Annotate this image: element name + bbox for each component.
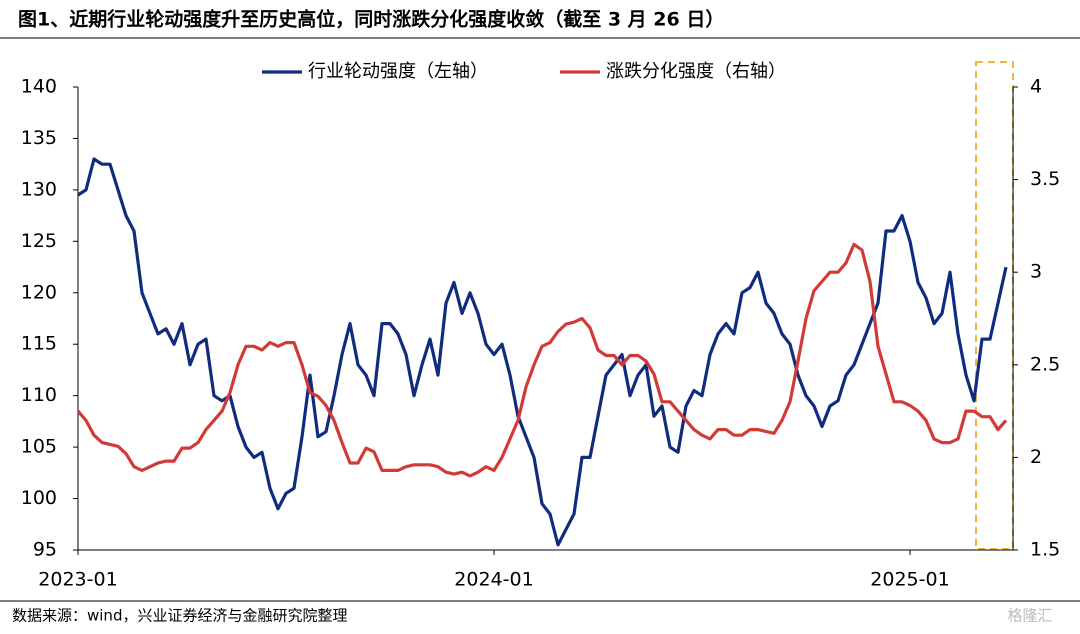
y-tick-label: 135 (21, 127, 57, 149)
series-line (76, 242, 1008, 478)
y-tick-label: 105 (21, 436, 57, 458)
y2-tick-label: 3 (1030, 261, 1042, 283)
watermark: 格隆汇 (1007, 607, 1052, 625)
series-line (77, 157, 1008, 547)
y-tick-label: 125 (21, 230, 57, 252)
legend-label: 行业轮动强度（左轴） (308, 61, 488, 82)
y2-tick-label: 1.5 (1030, 539, 1060, 561)
y-tick-label: 140 (21, 76, 57, 98)
y-tick-label: 115 (21, 333, 57, 355)
x-tick-label: 2024-01 (454, 569, 533, 591)
y2-tick-label: 3.5 (1030, 168, 1060, 190)
legend-label: 涨跌分化强度（右轴） (606, 61, 786, 82)
y-tick-label: 110 (21, 384, 57, 406)
y-tick-label: 100 (21, 487, 57, 509)
y-tick-label: 95 (33, 539, 57, 561)
y2-tick-label: 4 (1030, 76, 1042, 98)
source-note: 数据来源：wind，兴业证券经济与金融研究院整理 (12, 607, 347, 625)
x-tick-label: 2023-01 (38, 569, 117, 591)
highlight-box (975, 61, 1014, 550)
x-tick-label: 2025-01 (870, 569, 949, 591)
chart-title: 图1、近期行业轮动强度升至历史高位，同时涨跌分化强度收敛（截至 3 月 26 日… (18, 8, 724, 31)
y-tick-label: 120 (21, 281, 57, 303)
y2-tick-label: 2.5 (1030, 353, 1060, 375)
y2-tick-label: 2 (1030, 446, 1042, 468)
y-tick-label: 130 (21, 178, 57, 200)
